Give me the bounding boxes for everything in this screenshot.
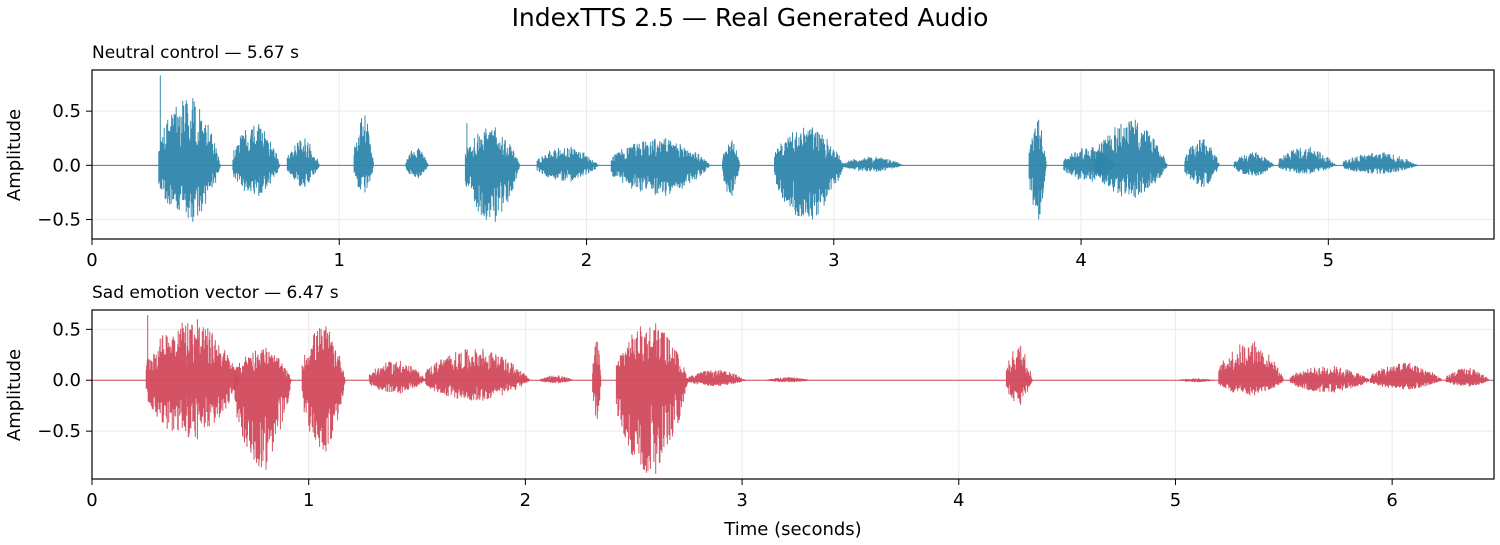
panel-title: Neutral control — 5.67 s (92, 43, 299, 63)
figure-title: IndexTTS 2.5 — Real Generated Audio (512, 3, 989, 32)
waveform-segment (722, 140, 740, 196)
x-tick-label: 0 (86, 490, 97, 511)
x-tick-label: 5 (1170, 490, 1181, 511)
waveform-series (92, 315, 1494, 474)
waveform-segment (425, 348, 530, 401)
y-axis-label: Amplitude (4, 349, 25, 441)
x-tick-label: 5 (1323, 250, 1334, 271)
x-tick-label: 0 (86, 250, 97, 271)
x-tick-label: 1 (334, 250, 345, 271)
waveform-segment (540, 375, 574, 384)
y-tick-label: −0.5 (37, 421, 81, 442)
waveform-segment (774, 127, 844, 220)
waveform-segment (1289, 366, 1371, 393)
panel-title: Sad emotion vector — 6.47 s (92, 283, 339, 303)
tick-marks: 0 1 2 3 4 5 0.5 0.0 −0.5 (37, 101, 1334, 271)
x-tick-label: 6 (1386, 490, 1397, 511)
y-tick-label: 0.0 (52, 155, 81, 176)
waveform-segment (843, 156, 903, 172)
waveform-segment (158, 75, 221, 222)
y-axis-label: Amplitude (4, 109, 25, 201)
panel-sad-emotion-vector: Sad emotion vector — 6.47 s Amplitude Ti… (4, 283, 1495, 540)
waveform-segment (610, 138, 711, 196)
waveform-segment (1005, 345, 1033, 405)
axes-frame (91, 69, 1495, 240)
waveform-segment (464, 123, 520, 222)
waveform-segment (1370, 362, 1442, 390)
waveform-segment (592, 341, 602, 419)
y-tick-label: 0.5 (52, 101, 81, 122)
x-axis-label: Time (seconds) (723, 519, 861, 540)
x-tick-label: 2 (520, 490, 531, 511)
axes-frame (91, 309, 1495, 480)
waveform-segment (301, 326, 346, 452)
waveform-segment (234, 347, 292, 470)
x-tick-label: 1 (303, 490, 314, 511)
waveform-segment (1095, 119, 1168, 198)
tick-marks: 0 1 2 3 4 5 6 0.5 0.0 −0.5 (37, 319, 1398, 511)
waveform-segment (145, 315, 240, 440)
waveform-segment (767, 377, 812, 383)
panel-neutral-control: Neutral control — 5.67 s Amplitude 0 1 2 3 4… (4, 43, 1495, 271)
waveform-series (92, 75, 1494, 222)
y-tick-label: 0.5 (52, 319, 81, 340)
waveform-segment (1342, 152, 1418, 174)
waveform-segment (1184, 139, 1220, 187)
waveform-segment (1028, 119, 1047, 220)
waveform-segment (405, 148, 429, 179)
y-tick-label: 0.0 (52, 370, 81, 391)
waveform-segment (1179, 378, 1215, 383)
x-tick-label: 2 (581, 250, 592, 271)
waveform-segment (687, 370, 747, 387)
waveform-segment (353, 115, 374, 193)
x-tick-label: 4 (1075, 250, 1086, 271)
y-tick-label: −0.5 (37, 210, 81, 231)
waveform-segment (536, 146, 599, 182)
waveform-segment (615, 323, 688, 474)
x-tick-label: 4 (953, 490, 964, 511)
waveform-segment (1218, 341, 1284, 396)
waveform-segment (232, 124, 280, 196)
waveform-segment (368, 360, 426, 394)
waveform-segment (1233, 152, 1274, 177)
waveform-segment (1445, 368, 1490, 387)
x-tick-label: 3 (828, 250, 839, 271)
grid (91, 310, 1494, 479)
x-tick-label: 3 (736, 490, 747, 511)
waveform-segment (286, 138, 320, 187)
waveform-segment (1278, 146, 1336, 174)
